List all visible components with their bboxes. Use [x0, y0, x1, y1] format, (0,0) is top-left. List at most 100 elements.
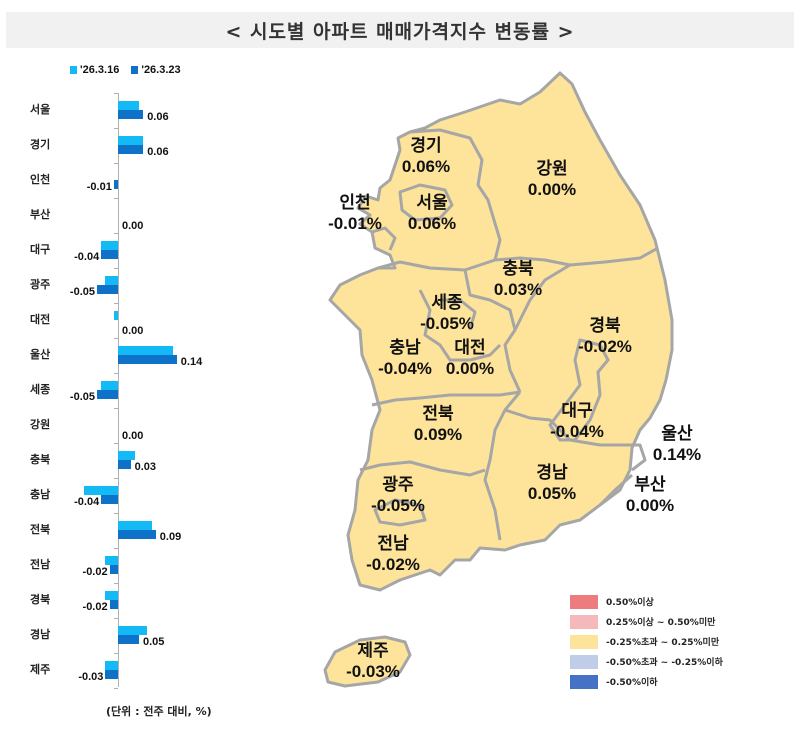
axis-tick: [114, 303, 118, 304]
bar-chart: 서울 0.06 경기 0.06 인천 -0.01 부산 0.00 대구 -0.04 광주 -0.05 대…: [0, 0, 240, 741]
region-name: 대전: [454, 338, 486, 357]
unit-note: (단위 : 전주 대비, %): [106, 705, 212, 718]
bar-0323: [97, 390, 118, 399]
axis-tick: [114, 128, 118, 129]
axis-tick: [114, 478, 118, 479]
region-label: 충북 0.03%: [494, 258, 542, 300]
bar-0316: [118, 451, 135, 460]
axis-tick: [114, 688, 118, 689]
map-legend-item: -0.50%이하: [570, 672, 723, 691]
legend-swatch: [570, 674, 598, 689]
region-value: 0.00%: [625, 496, 675, 515]
legend-label: -0.50%이하: [606, 678, 658, 688]
category-label: 광주: [30, 278, 51, 291]
region-name: 제주: [357, 641, 389, 660]
region-value: 0.00%: [445, 359, 495, 378]
bar-0316: [101, 381, 118, 390]
legend-label: -0.50%초과 ~ -0.25%이하: [606, 658, 723, 668]
chart-row: 대구 -0.04: [0, 233, 240, 268]
chart-row: 전남 -0.02: [0, 548, 240, 583]
region-label: 경기 0.06%: [402, 135, 450, 177]
axis-tick: [114, 268, 118, 269]
category-label: 전남: [30, 558, 51, 571]
axis-tick: [114, 198, 118, 199]
region-value: 0.05%: [527, 484, 577, 503]
axis-tick: [114, 163, 118, 164]
category-label: 충북: [30, 453, 51, 466]
data-label: -0.02: [82, 566, 108, 578]
legend-item-0316: '26.3.16: [70, 64, 119, 76]
bar-0323: [118, 355, 177, 364]
data-label: -0.01: [86, 181, 112, 193]
bar-0323: [118, 145, 144, 154]
chart-row: 강원 0.00: [0, 408, 240, 443]
region-label: 인천 -0.01%: [328, 192, 382, 234]
legend-label: '26.3.16: [80, 64, 120, 76]
bar-0316: [105, 591, 118, 600]
legend-swatch: [131, 66, 139, 74]
bar-0316: [105, 556, 118, 565]
region-label: 경남 0.05%: [528, 462, 576, 504]
data-label: 0.00: [122, 220, 144, 232]
chart-row: 서울 0.06: [0, 93, 240, 128]
chart-row: 부산 0.00: [0, 198, 240, 233]
map-legend-item: 0.25%이상 ~ 0.50%미만: [570, 612, 723, 631]
chart-row: 광주 -0.05: [0, 268, 240, 303]
axis-tick: [114, 373, 118, 374]
region-label: 울산 0.14%: [653, 423, 701, 465]
bar-0316: [118, 626, 148, 635]
region-label: 전남 -0.02%: [366, 533, 420, 575]
chart-row: 경기 0.06: [0, 128, 240, 163]
chart-row: 인천 -0.01: [0, 163, 240, 198]
data-label: -0.05: [69, 391, 95, 403]
chart-row: 울산 0.14: [0, 338, 240, 373]
legend-label: -0.25%초과 ~ 0.25%미만: [606, 638, 720, 648]
map-legend-item: -0.50%초과 ~ -0.25%이하: [570, 652, 723, 671]
chart-row: 경남 0.05: [0, 618, 240, 653]
region-label: 전북 0.09%: [414, 403, 462, 445]
bar-0316: [118, 521, 152, 530]
region-name: 전남: [377, 534, 409, 553]
bar-0316: [118, 136, 144, 145]
region-name: 대구: [561, 401, 593, 420]
region-name: 경기: [410, 136, 442, 155]
data-label: 0.03: [134, 461, 157, 473]
legend-swatch: [570, 654, 598, 669]
bar-0316: [105, 276, 118, 285]
legend-item-0323: '26.3.23: [131, 64, 181, 76]
region-label: 경북 -0.02%: [578, 315, 632, 357]
legend-swatch: [570, 634, 598, 649]
axis-tick: [114, 583, 118, 584]
map-legend: 0.50%이상 0.25%이상 ~ 0.50%미만 -0.25%초과 ~ 0.2…: [570, 592, 723, 692]
region-value: 0.06%: [401, 157, 451, 176]
data-label: -0.04: [74, 496, 100, 508]
page-title: < 시도별 아파트 매매가격지수 변동률 >: [225, 20, 575, 43]
bar-0316: [118, 346, 173, 355]
region-value: 0.09%: [413, 425, 463, 444]
category-label: 경남: [30, 628, 51, 641]
data-label: -0.03: [78, 671, 104, 683]
region-value: -0.02%: [578, 337, 632, 356]
bar-0323: [101, 495, 118, 504]
category-label: 전북: [30, 523, 51, 536]
bar-0323: [97, 285, 118, 294]
region-label: 충남 -0.04%: [378, 337, 432, 379]
axis-tick: [114, 233, 118, 234]
region-label: 강원 0.00%: [528, 158, 576, 200]
region-value: 0.00%: [527, 180, 577, 199]
region-label: 광주 -0.05%: [371, 474, 425, 516]
region-name: 서울: [416, 193, 448, 212]
region-label: 대구 -0.04%: [550, 400, 604, 442]
region-name: 인천: [339, 193, 371, 212]
legend-label: 0.25%이상 ~ 0.50%미만: [606, 618, 716, 628]
chart-legend: '26.3.16 '26.3.23: [70, 64, 181, 76]
chart-row: 경북 -0.02: [0, 583, 240, 618]
region-value: 0.14%: [652, 445, 702, 464]
bar-0316: [118, 101, 139, 110]
category-label: 세종: [30, 383, 51, 396]
data-label: 0.14: [180, 356, 203, 368]
chart-row: 충북 0.03: [0, 443, 240, 478]
category-label: 강원: [30, 418, 51, 431]
bar-0316: [113, 311, 118, 320]
region-name: 세종: [431, 293, 463, 312]
